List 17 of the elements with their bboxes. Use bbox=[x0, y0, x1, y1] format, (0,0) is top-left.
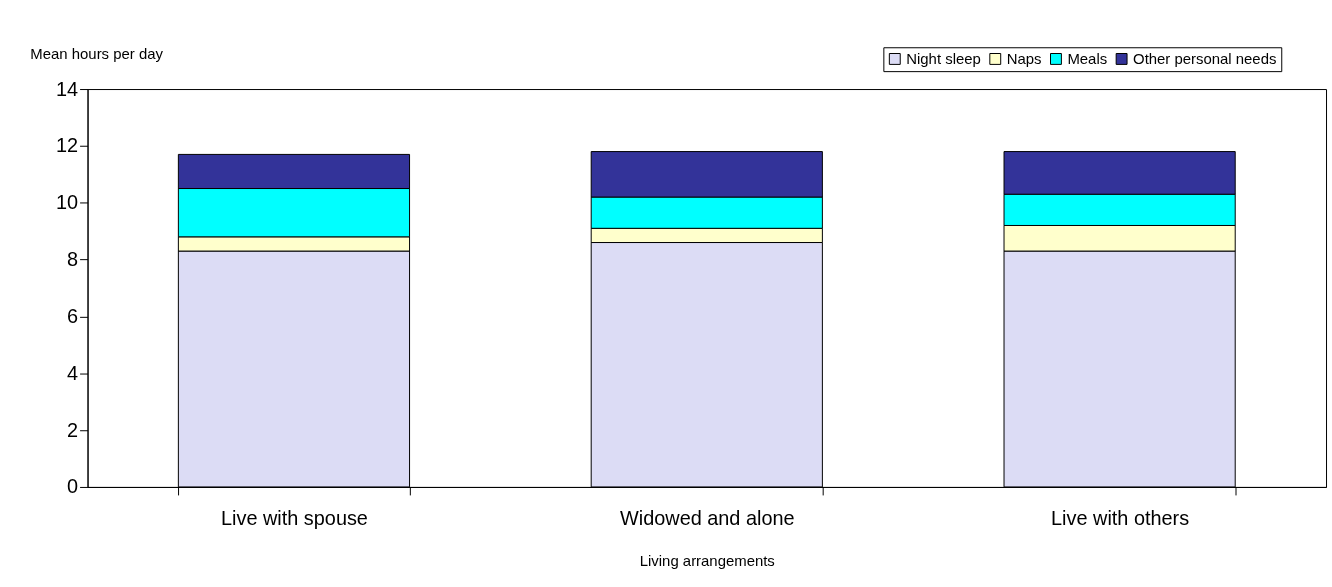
y-tick-label: 6 bbox=[67, 304, 79, 327]
y-tick-label: 8 bbox=[67, 248, 79, 271]
legend-label: Night sleep bbox=[906, 49, 981, 67]
x-axis-title: Living arrangements bbox=[639, 552, 775, 570]
legend-label: Meals bbox=[1067, 49, 1108, 67]
x-tick-label: Live with spouse bbox=[220, 507, 368, 530]
y-tick-label: 0 bbox=[67, 475, 79, 498]
y-axis-title: Mean hours per day bbox=[30, 44, 164, 62]
x-tick-label: Live with others bbox=[1051, 507, 1190, 530]
legend-label: Naps bbox=[1006, 49, 1042, 67]
y-tick-label: 12 bbox=[55, 134, 79, 157]
y-tick-label: 10 bbox=[55, 191, 79, 214]
y-tick-label: 2 bbox=[67, 418, 79, 441]
y-tick-label: 4 bbox=[67, 361, 79, 384]
y-tick-label: 14 bbox=[55, 77, 79, 100]
x-tick-label: Widowed and alone bbox=[619, 507, 795, 530]
legend-label: Other personal needs bbox=[1133, 49, 1277, 67]
